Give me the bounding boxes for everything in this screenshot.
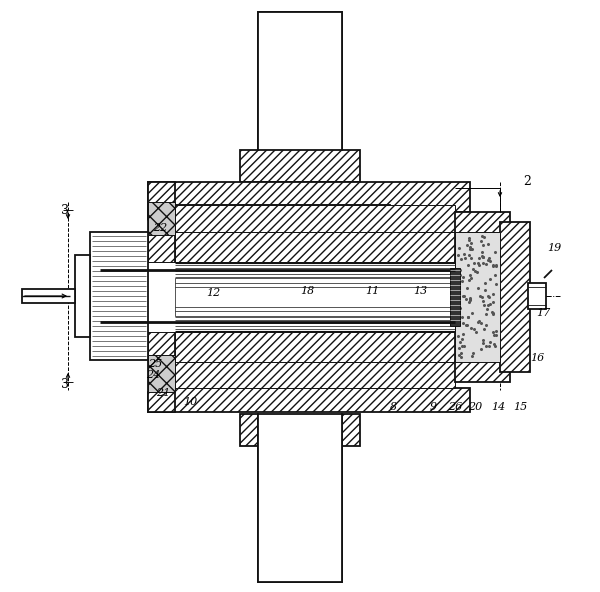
Text: 11: 11 — [365, 286, 379, 296]
Text: 3: 3 — [61, 204, 69, 217]
Polygon shape — [175, 332, 455, 362]
Text: 8: 8 — [389, 402, 397, 412]
Polygon shape — [455, 232, 500, 362]
Polygon shape — [450, 268, 460, 326]
Text: 15: 15 — [513, 402, 527, 412]
Text: 9: 9 — [430, 402, 437, 412]
Text: 19: 19 — [547, 243, 561, 253]
Polygon shape — [148, 205, 455, 232]
Text: 14: 14 — [491, 402, 505, 412]
Polygon shape — [90, 232, 148, 360]
Polygon shape — [148, 182, 175, 412]
Text: 13: 13 — [413, 286, 427, 296]
Polygon shape — [258, 414, 342, 582]
Polygon shape — [148, 380, 470, 412]
Polygon shape — [175, 278, 455, 316]
Text: 26: 26 — [448, 402, 462, 412]
Polygon shape — [528, 283, 546, 309]
Polygon shape — [75, 255, 90, 337]
Polygon shape — [258, 12, 342, 150]
Polygon shape — [455, 212, 510, 382]
Polygon shape — [148, 355, 175, 392]
Text: 2: 2 — [523, 175, 531, 188]
Text: 17: 17 — [536, 308, 550, 318]
Polygon shape — [22, 289, 75, 303]
Polygon shape — [175, 362, 455, 388]
Text: 20: 20 — [468, 402, 482, 412]
Text: 22: 22 — [153, 223, 167, 233]
Polygon shape — [240, 414, 360, 582]
Text: 3: 3 — [61, 378, 69, 391]
Text: 21: 21 — [156, 388, 170, 398]
Polygon shape — [500, 222, 530, 372]
Text: 24: 24 — [146, 370, 160, 380]
Polygon shape — [148, 182, 470, 220]
Text: 10: 10 — [183, 397, 197, 407]
Polygon shape — [175, 232, 455, 262]
Text: 16: 16 — [530, 353, 544, 363]
Text: 25: 25 — [148, 359, 162, 369]
Text: 12: 12 — [206, 288, 220, 298]
Text: 18: 18 — [300, 286, 314, 296]
Polygon shape — [175, 205, 455, 232]
Polygon shape — [240, 12, 360, 182]
Polygon shape — [100, 262, 455, 332]
Polygon shape — [148, 202, 175, 235]
